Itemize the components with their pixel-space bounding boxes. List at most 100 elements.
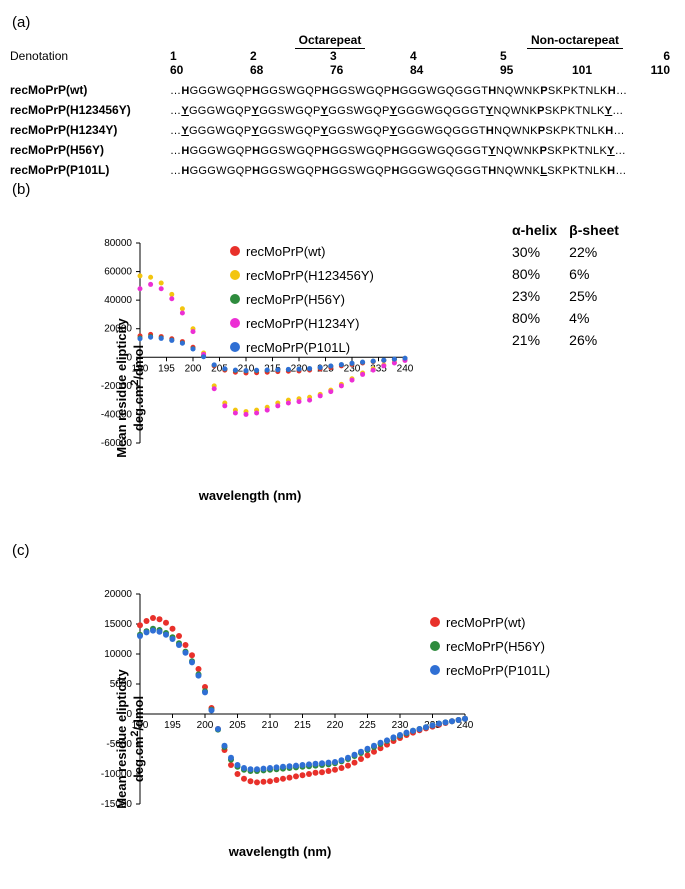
alpha-value: 23% <box>512 286 567 306</box>
svg-text:20000: 20000 <box>104 589 132 600</box>
legend-item: recMoPrP(wt) <box>430 611 550 633</box>
sequence-string: …HGGGWGQPHGGSWGQPHGGSWGQPHGGGWGQGGGTHNQW… <box>170 85 627 97</box>
svg-text:0: 0 <box>126 709 132 720</box>
sequence-name: recMoPrP(H1234Y) <box>10 123 170 137</box>
sequence-row: recMoPrP(wt)…HGGGWGQPHGGSWGQPHGGSWGQPHGG… <box>10 83 675 97</box>
svg-text:215: 215 <box>294 720 311 731</box>
denotation-number: 1 <box>170 49 250 63</box>
sequence-name: recMoPrP(H56Y) <box>10 143 170 157</box>
sequence-name: recMoPrP(H123456Y) <box>10 103 170 117</box>
sequence-row: recMoPrP(H1234Y)…YGGGWGQPYGGSWGQPYGGSWGQ… <box>10 123 675 137</box>
table-row: 80%6% <box>512 264 629 284</box>
svg-text:200: 200 <box>197 720 214 731</box>
legend-label: recMoPrP(P101L) <box>446 663 550 678</box>
legend-label: recMoPrP(H123456Y) <box>246 268 374 283</box>
legend-marker <box>230 270 240 280</box>
svg-text:0: 0 <box>126 352 132 363</box>
chart-c: -15000-10000-500005000100001500020000190… <box>90 589 470 829</box>
panel-c-label: (c) <box>12 542 675 559</box>
legend-item: recMoPrP(wt) <box>230 240 374 262</box>
octarepeat-header: Octarepeat <box>295 33 366 49</box>
chart-c-xlabel: wavelength (nm) <box>90 844 470 859</box>
legend-label: recMoPrP(H56Y) <box>446 639 545 654</box>
legend-marker <box>430 641 440 651</box>
position-number: 60 <box>170 63 250 77</box>
alpha-value: 30% <box>512 242 567 262</box>
table-row: 30%22% <box>512 242 629 262</box>
sequence-name: recMoPrP(P101L) <box>10 163 170 177</box>
svg-text:-20000: -20000 <box>101 381 133 392</box>
legend-marker <box>230 246 240 256</box>
table-row: 80%4% <box>512 308 629 328</box>
legend-marker <box>230 294 240 304</box>
svg-text:200: 200 <box>185 363 202 374</box>
legend-label: recMoPrP(H1234Y) <box>246 316 359 331</box>
alpha-value: 80% <box>512 264 567 284</box>
beta-value: 25% <box>569 286 629 306</box>
sequence-name: recMoPrP(wt) <box>10 83 170 97</box>
denotation-label: Denotation <box>10 49 170 63</box>
legend-marker <box>430 617 440 627</box>
svg-text:-5000: -5000 <box>106 739 132 750</box>
table-row: 23%25% <box>512 286 629 306</box>
position-number: 68 <box>250 63 330 77</box>
legend-item: recMoPrP(H1234Y) <box>230 312 374 334</box>
sequence-string: …HGGGWGQPHGGSWGQPHGGSWGQPHGGGWGQGGGTHNQW… <box>170 165 627 177</box>
svg-text:195: 195 <box>164 720 181 731</box>
legend-label: recMoPrP(wt) <box>246 244 325 259</box>
sequence-string: …YGGGWGQPYGGSWGQPYGGSWGQPYGGGWGQGGGTYNQW… <box>170 105 624 117</box>
sequence-row: recMoPrP(H123456Y)…YGGGWGQPYGGSWGQPYGGSW… <box>10 103 675 117</box>
position-number: 110 <box>651 63 670 77</box>
beta-value: 26% <box>569 330 629 350</box>
position-number: 101 <box>572 63 592 77</box>
legend-b: recMoPrP(wt) recMoPrP(H123456Y) recMoPrP(H… <box>230 238 374 360</box>
legend-item: recMoPrP(H56Y) <box>430 635 550 657</box>
beta-value: 4% <box>569 308 629 328</box>
legend-item: recMoPrP(P101L) <box>430 659 550 681</box>
sequence-string: …YGGGWGQPYGGSWGQPYGGSWGQPYGGGWGQGGGTHNQW… <box>170 125 625 137</box>
table-row: 21%26% <box>512 330 629 350</box>
svg-text:80000: 80000 <box>104 238 132 249</box>
svg-text:40000: 40000 <box>104 295 132 306</box>
svg-text:240: 240 <box>397 363 414 374</box>
chart-b-xlabel: wavelength (nm) <box>90 488 410 503</box>
svg-text:-40000: -40000 <box>101 409 133 420</box>
svg-text:-10000: -10000 <box>101 769 133 780</box>
position-number: 76 <box>330 63 410 77</box>
beta-value: 22% <box>569 242 629 262</box>
svg-text:-60000: -60000 <box>101 438 133 449</box>
denotation-number: 5 <box>500 49 507 63</box>
legend-item: recMoPrP(H56Y) <box>230 288 374 310</box>
alpha-value: 21% <box>512 330 567 350</box>
sequence-panel: Octarepeat Non-octarepeat Denotation 123… <box>10 33 675 177</box>
beta-value: 6% <box>569 264 629 284</box>
svg-text:230: 230 <box>392 720 409 731</box>
legend-marker <box>430 665 440 675</box>
svg-text:210: 210 <box>262 720 279 731</box>
legend-item: recMoPrP(P101L) <box>230 336 374 358</box>
alpha-value: 80% <box>512 308 567 328</box>
svg-text:225: 225 <box>359 720 376 731</box>
svg-text:195: 195 <box>158 363 175 374</box>
legend-label: recMoPrP(H56Y) <box>246 292 345 307</box>
panel-b: Mean residue elipticitydeg.cm2/dmol -600… <box>10 208 675 538</box>
legend-label: recMoPrP(P101L) <box>246 340 350 355</box>
svg-text:10000: 10000 <box>104 649 132 660</box>
sequence-row: recMoPrP(H56Y)…HGGGWGQPHGGSWGQPHGGSWGQPH… <box>10 143 675 157</box>
svg-text:205: 205 <box>229 720 246 731</box>
sequence-string: …HGGGWGQPHGGSWGQPHGGSWGQPHGGGWGQGGGTYNQW… <box>170 145 626 157</box>
legend-marker <box>230 318 240 328</box>
denotation-number: 6 <box>663 49 670 63</box>
legend-c: recMoPrP(wt) recMoPrP(H56Y) recMoPrP(P101L… <box>430 609 550 683</box>
legend-marker <box>230 342 240 352</box>
sequence-row: recMoPrP(P101L)…HGGGWGQPHGGSWGQPHGGSWGQP… <box>10 163 675 177</box>
position-number: 84 <box>410 63 490 77</box>
svg-text:15000: 15000 <box>104 619 132 630</box>
nonoctarepeat-header: Non-octarepeat <box>527 33 623 49</box>
svg-text:60000: 60000 <box>104 267 132 278</box>
denotation-number: 4 <box>410 49 490 63</box>
svg-text:20000: 20000 <box>104 324 132 335</box>
panel-c: Mean residue elipticitydeg.cm2/dmol -150… <box>10 569 675 879</box>
panel-b-label: (b) <box>12 181 675 198</box>
panel-a-label: (a) <box>12 14 675 31</box>
